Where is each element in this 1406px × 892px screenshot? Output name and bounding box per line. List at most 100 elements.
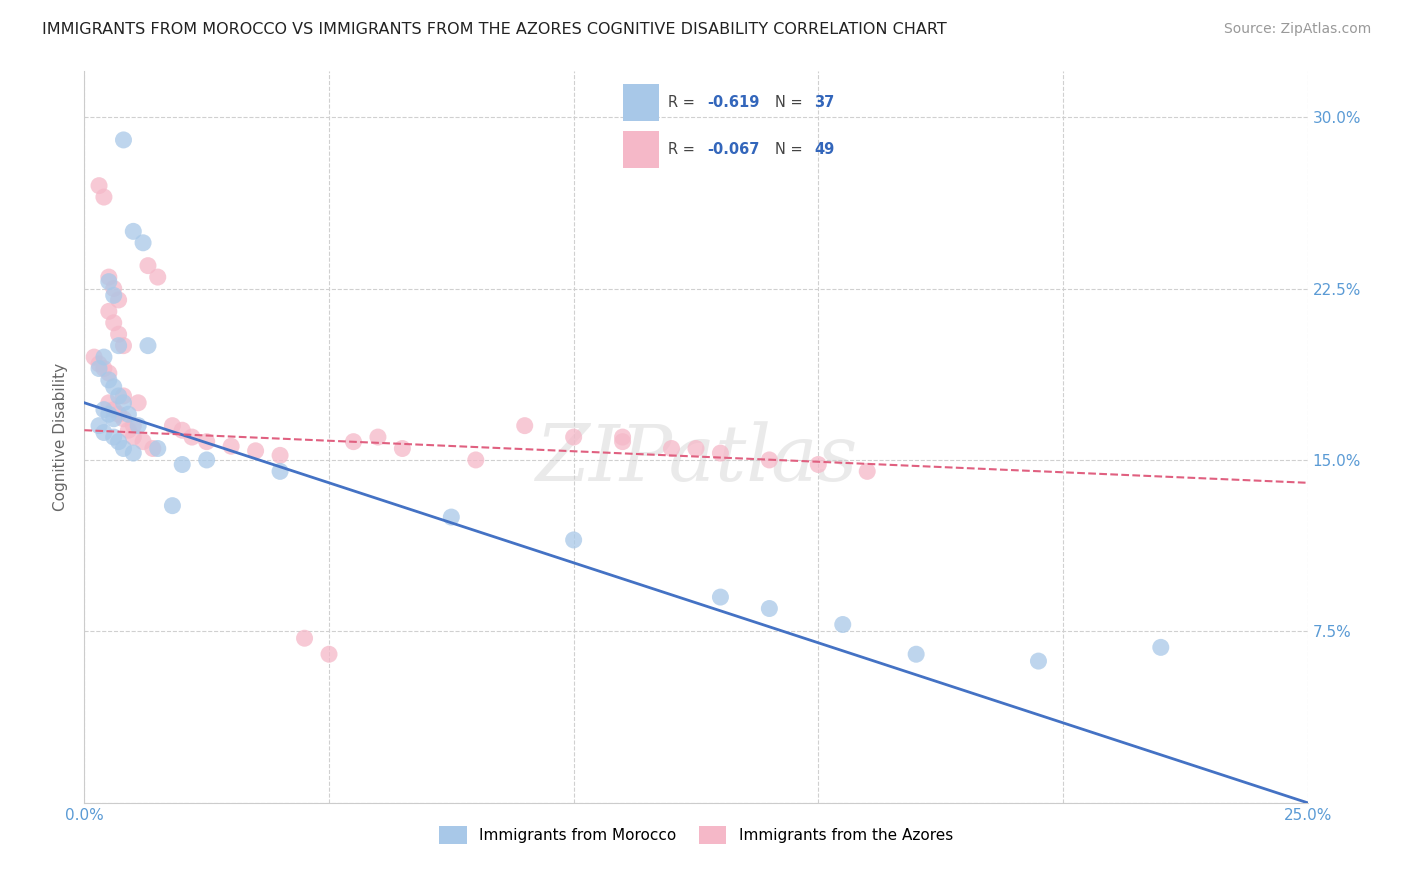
Point [136,338,159,352]
Point [87,178,110,193]
Point [146,270,169,285]
Point [513,418,536,433]
Point [136,259,159,273]
Point [440,510,463,524]
Text: 49: 49 [814,142,834,157]
Point [831,617,853,632]
Point [87,361,110,376]
Point [195,453,218,467]
Point [758,601,780,615]
Point [112,133,135,147]
Point [709,446,731,460]
Point [103,281,125,295]
Legend: Immigrants from Morocco, Immigrants from the Azores: Immigrants from Morocco, Immigrants from… [433,820,959,850]
Point [97,407,120,421]
Text: 37: 37 [814,95,834,110]
Point [122,224,145,238]
Text: IMMIGRANTS FROM MOROCCO VS IMMIGRANTS FROM THE AZORES COGNITIVE DISABILITY CORRE: IMMIGRANTS FROM MOROCCO VS IMMIGRANTS FR… [42,22,946,37]
Point [162,499,184,513]
Point [142,442,165,456]
Point [367,430,389,444]
Point [172,423,194,437]
Point [112,396,135,410]
Point [807,458,830,472]
Point [146,442,169,456]
Point [318,647,340,661]
Point [181,430,204,444]
Point [107,293,129,307]
Point [612,434,634,449]
Point [93,402,115,417]
Point [103,288,125,302]
Point [112,389,135,403]
Point [93,190,115,204]
Point [107,407,129,421]
Point [112,338,135,352]
Bar [623,131,659,168]
Point [562,430,585,444]
Point [856,464,879,478]
Point [112,442,135,456]
Point [122,446,145,460]
Point [87,418,110,433]
Point [93,425,115,440]
Text: N =: N = [775,142,807,157]
Text: R =: R = [668,95,699,110]
Point [162,418,184,433]
Point [107,389,129,403]
Point [83,350,105,364]
Point [219,439,242,453]
Point [685,442,707,456]
Point [269,449,291,463]
Point [97,275,120,289]
Point [107,434,129,449]
Point [464,453,486,467]
Point [117,407,139,421]
Point [709,590,731,604]
Point [562,533,585,547]
Point [97,373,120,387]
Point [117,423,139,437]
Point [112,412,135,426]
Text: -0.067: -0.067 [707,142,759,157]
Text: Source: ZipAtlas.com: Source: ZipAtlas.com [1223,22,1371,37]
Point [97,304,120,318]
Point [132,434,155,449]
Point [342,434,364,449]
Y-axis label: Cognitive Disability: Cognitive Disability [53,363,69,511]
Point [103,380,125,394]
Point [905,647,928,661]
Point [132,235,155,250]
Bar [623,84,659,121]
Point [103,316,125,330]
Point [93,361,115,376]
Point [195,434,218,449]
Point [245,443,267,458]
Point [294,632,316,646]
Point [107,327,129,342]
Point [97,366,120,380]
Point [103,402,125,417]
Point [172,458,194,472]
Point [122,418,145,433]
Point [103,430,125,444]
Point [97,270,120,285]
Point [93,350,115,364]
Point [612,430,634,444]
Text: N =: N = [775,95,807,110]
Text: -0.619: -0.619 [707,95,759,110]
Point [127,396,149,410]
Point [107,338,129,352]
Point [1150,640,1173,655]
Point [127,418,149,433]
Point [97,396,120,410]
Point [122,430,145,444]
Point [661,442,683,456]
Point [269,464,291,478]
Point [391,442,413,456]
Text: R =: R = [668,142,699,157]
Point [758,453,780,467]
Text: ZIPatlas: ZIPatlas [534,421,858,497]
Point [103,412,125,426]
Point [87,357,110,371]
